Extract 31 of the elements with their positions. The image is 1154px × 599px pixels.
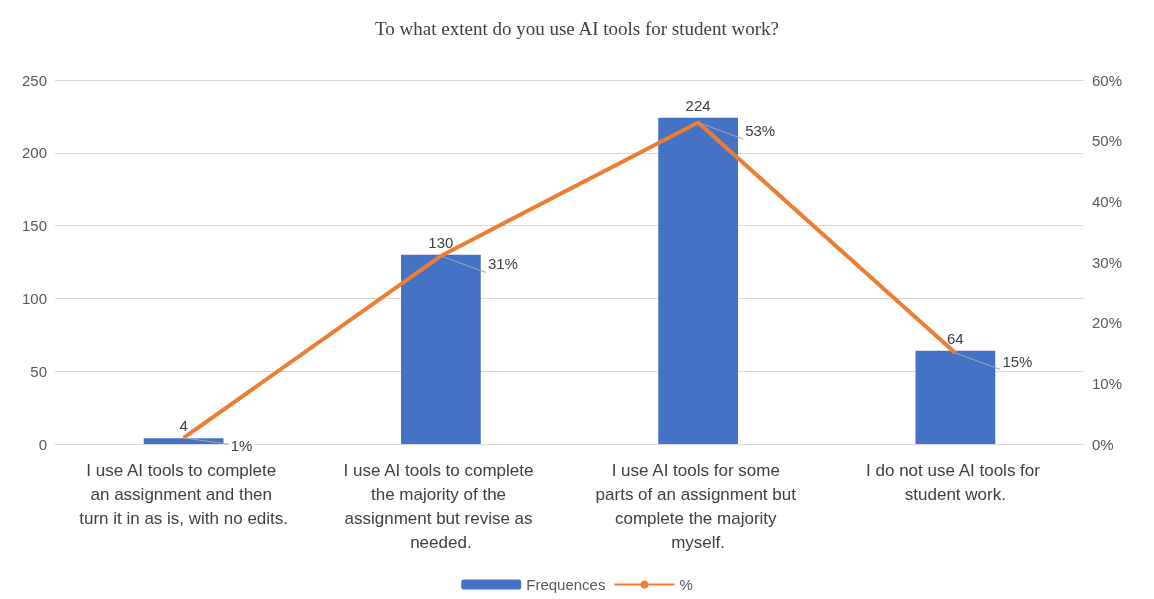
chart-title: To what extent do you use AI tools for student work? bbox=[375, 18, 779, 39]
data-label: 1% bbox=[230, 437, 253, 455]
x-tick-label: I use AI tools to complete an assignment and then turn it in as is, with no edits. bbox=[79, 460, 289, 528]
y2-tick-label: 10% bbox=[1092, 374, 1123, 392]
y2-tick-label: 30% bbox=[1092, 253, 1123, 271]
bar bbox=[401, 254, 481, 444]
y2-tick-label: 40% bbox=[1092, 192, 1123, 210]
y-tick-label: 100 bbox=[21, 289, 47, 307]
data-label: 224 bbox=[685, 96, 711, 114]
y-tick-label: 250 bbox=[21, 71, 47, 89]
data-label: 64 bbox=[947, 329, 964, 347]
data-label: 15% bbox=[1002, 352, 1033, 370]
y2-tick-label: 20% bbox=[1092, 314, 1123, 332]
bar bbox=[658, 117, 738, 444]
data-label: 4 bbox=[179, 417, 188, 435]
y-tick-label: 50 bbox=[30, 362, 47, 380]
data-label: 53% bbox=[745, 121, 776, 139]
data-label: 130 bbox=[428, 233, 454, 251]
y-tick-label: 200 bbox=[21, 144, 47, 162]
legend-label: Frequences bbox=[526, 576, 606, 593]
y2-tick-label: 0% bbox=[1092, 435, 1114, 453]
data-label: 31% bbox=[487, 255, 518, 273]
y2-tick-label: 50% bbox=[1092, 132, 1123, 150]
y-tick-label: 150 bbox=[21, 217, 47, 235]
x-tick-label: I use AI tools to complete the majority of the assignment but revise as needed. bbox=[343, 460, 539, 552]
bar bbox=[915, 350, 996, 444]
y2-tick-label: 60% bbox=[1092, 71, 1123, 89]
x-tick-label: I do not use AI tools for student work. bbox=[866, 460, 1045, 504]
x-tick-label: I use AI tools for some parts of an assignment but complete the majority myself. bbox=[595, 460, 801, 552]
legend-label: % bbox=[679, 576, 693, 593]
y-tick-label: 0 bbox=[38, 435, 47, 453]
